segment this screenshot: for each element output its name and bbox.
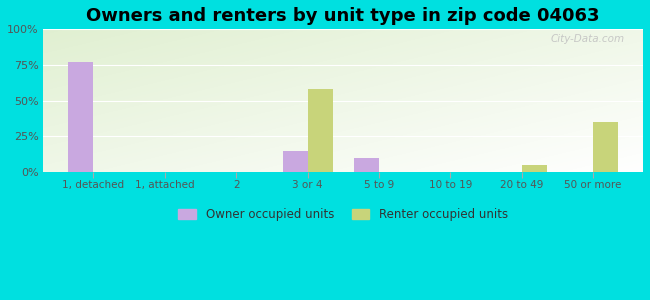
- Legend: Owner occupied units, Renter occupied units: Owner occupied units, Renter occupied un…: [174, 203, 513, 226]
- Title: Owners and renters by unit type in zip code 04063: Owners and renters by unit type in zip c…: [86, 7, 600, 25]
- Bar: [307, 89, 333, 172]
- Bar: [593, 122, 618, 172]
- Bar: [283, 151, 307, 172]
- Bar: [68, 62, 94, 172]
- Text: City-Data.com: City-Data.com: [551, 34, 625, 44]
- Bar: [354, 158, 379, 172]
- Bar: [522, 165, 547, 172]
